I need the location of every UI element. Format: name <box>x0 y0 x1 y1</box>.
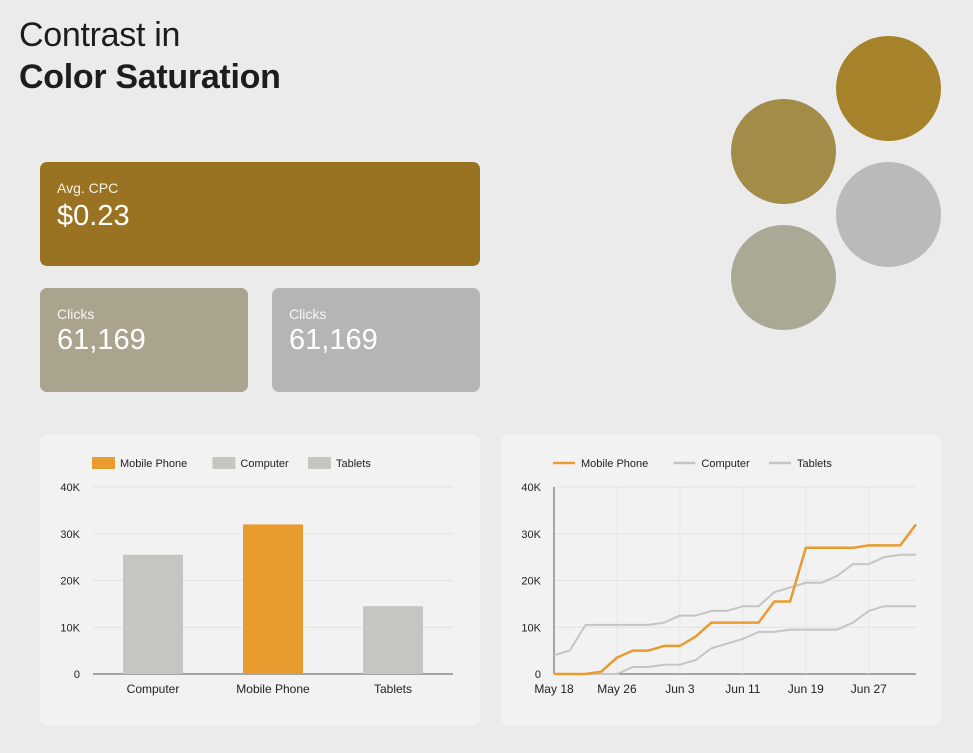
legend-swatch <box>92 457 115 469</box>
color-swatch-khaki <box>731 225 836 330</box>
x-tick-label: Jun 11 <box>725 682 760 696</box>
y-tick-label: 0 <box>74 669 80 681</box>
y-tick-label: 40K <box>521 482 541 494</box>
scorecard-label: Clicks <box>289 306 327 322</box>
y-tick-label: 20K <box>60 576 80 588</box>
legend-label: Computer <box>240 458 289 470</box>
legend-label: Mobile Phone <box>581 458 648 470</box>
line-chart: Mobile Phone Computer Tablets 0 10K 20K 30K 40K… <box>521 458 918 696</box>
page-title: Contrast in Color Saturation <box>19 14 281 98</box>
color-swatch-olive <box>731 99 836 204</box>
scorecard-value: 61,169 <box>289 324 378 356</box>
title-line-1: Contrast in <box>19 16 181 54</box>
bar <box>123 554 183 674</box>
title-line-2: Color Saturation <box>19 58 281 96</box>
x-tick-label: Jun 19 <box>788 682 824 696</box>
clicks-scorecard-2[interactable]: Clicks 61,169 <box>272 288 480 392</box>
scorecard-value: 61,169 <box>57 324 146 356</box>
legend-swatch <box>212 457 236 469</box>
legend-label: Mobile Phone <box>120 458 187 470</box>
y-tick-label: 40K <box>60 482 80 494</box>
y-tick-label: 10K <box>521 622 541 634</box>
y-tick-label: 30K <box>521 529 541 541</box>
y-tick-label: 0 <box>535 669 541 681</box>
y-tick-label: 20K <box>521 576 541 588</box>
clicks-scorecard-1[interactable]: Clicks 61,169 <box>40 288 248 392</box>
bar-chart: Mobile Phone Computer Tablets 0 10K 20K 30K 40K… <box>60 457 453 696</box>
legend-label: Tablets <box>797 458 832 470</box>
scorecard-label: Avg. CPC <box>57 180 119 196</box>
x-tick-label: May 18 <box>534 682 574 696</box>
legend-label: Computer <box>701 458 750 470</box>
x-tick-label: Jun 3 <box>665 682 695 696</box>
x-tick-label: Jun 27 <box>851 682 887 696</box>
scorecard-value: $0.23 <box>57 200 130 232</box>
avg-cpc-scorecard[interactable]: Avg. CPC $0.23 <box>40 162 480 266</box>
color-swatch-gray <box>836 162 941 267</box>
scorecard-label: Clicks <box>57 306 95 322</box>
x-tick-label: Tablets <box>374 682 412 696</box>
color-swatch-gold <box>836 36 941 141</box>
series-line-tablets <box>554 605 916 675</box>
x-tick-label: May 26 <box>597 682 637 696</box>
series-line-computer <box>553 553 916 657</box>
y-tick-label: 10K <box>60 622 80 634</box>
bar <box>363 606 423 674</box>
series-line-mobile-phone <box>554 523 918 676</box>
y-tick-label: 30K <box>60 529 80 541</box>
x-tick-label: Mobile Phone <box>236 682 310 696</box>
line-chart-panel: Mobile Phone Computer Tablets 0 10K 20K 30K 40K… <box>501 434 941 726</box>
bar-chart-panel: Mobile Phone Computer Tablets 0 10K 20K 30K 40K… <box>40 434 480 726</box>
x-tick-label: Computer <box>127 682 180 696</box>
bar <box>243 524 303 674</box>
legend-label: Tablets <box>336 458 371 470</box>
legend-swatch <box>308 457 331 469</box>
